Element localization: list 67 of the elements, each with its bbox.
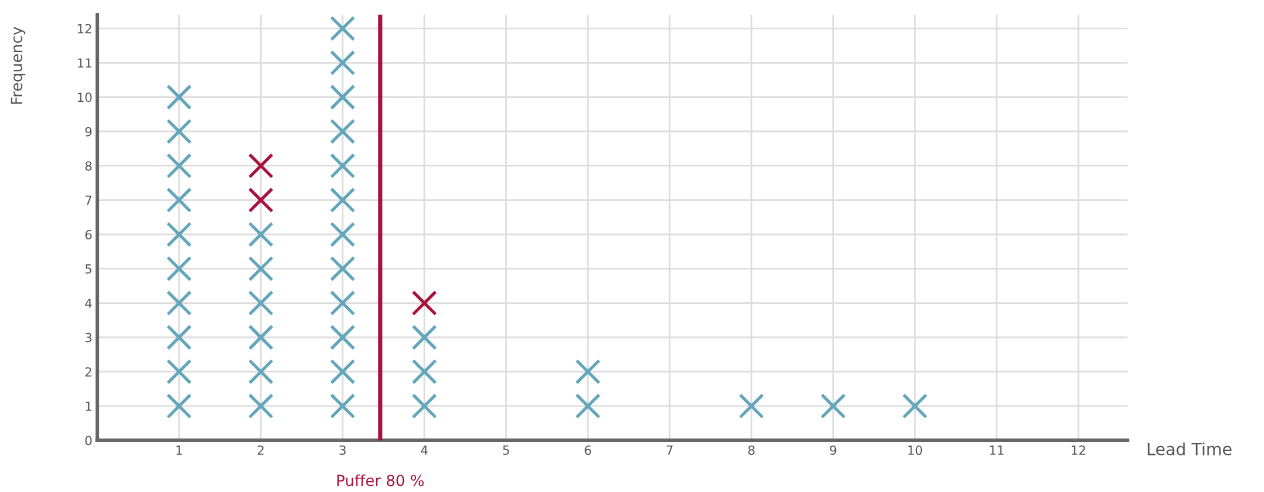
x-tick-label: 6	[584, 445, 592, 455]
y-tick-label: 5	[85, 264, 92, 274]
x-tick-label: 12	[1071, 445, 1086, 455]
y-tick-label: 4	[85, 298, 92, 308]
x-tick-label: 7	[666, 445, 673, 455]
y-tick-label: 8	[85, 161, 92, 171]
point	[248, 153, 274, 179]
point	[166, 221, 192, 248]
point	[166, 153, 192, 179]
point	[166, 358, 192, 385]
point	[166, 256, 192, 282]
x-tick-label: 5	[503, 445, 510, 455]
point	[329, 153, 356, 179]
point	[738, 393, 765, 419]
x-tick-label: 1	[176, 445, 182, 455]
point	[166, 118, 192, 145]
point	[411, 324, 438, 351]
point	[248, 221, 274, 248]
x-tick-label: 9	[829, 445, 837, 455]
point	[329, 187, 356, 213]
point	[166, 290, 192, 316]
x-tick-label: 3	[339, 445, 346, 455]
point	[575, 358, 601, 385]
point	[248, 290, 274, 316]
point	[248, 358, 274, 385]
point	[166, 84, 192, 110]
point	[329, 84, 356, 110]
x-tick-label: 4	[421, 445, 428, 455]
x-axis-title: Lead Time	[1147, 442, 1232, 456]
y-tick-label: 10	[77, 92, 92, 103]
x-tick-label: 2	[257, 445, 264, 455]
point	[411, 358, 438, 385]
point	[902, 393, 928, 419]
ref-line-label: Puffer 80 %	[337, 474, 424, 487]
point	[329, 358, 356, 385]
y-tick-label: 9	[85, 126, 92, 137]
point	[166, 324, 192, 351]
point	[248, 324, 274, 351]
point	[248, 256, 274, 282]
point	[411, 290, 438, 316]
y-tick-label: 2	[85, 367, 92, 377]
point	[329, 256, 356, 282]
point	[575, 393, 601, 419]
point	[329, 15, 356, 42]
point	[329, 50, 356, 76]
y-tick-label: 11	[77, 58, 92, 68]
y-axis-title: Frequency	[10, 26, 26, 104]
x-tick-label: 8	[748, 445, 755, 455]
point	[329, 290, 356, 316]
y-tick-label: 0	[85, 435, 92, 446]
y-tick-label: 6	[85, 229, 92, 240]
point	[329, 393, 356, 419]
point	[820, 393, 846, 419]
y-tick-label: 1	[85, 401, 92, 411]
point	[329, 221, 356, 248]
point	[329, 118, 356, 145]
y-tick-label: 12	[77, 23, 92, 34]
y-tick-label: 3	[85, 332, 92, 343]
point	[248, 393, 274, 419]
x-tick-label: 11	[990, 445, 1004, 455]
point	[166, 393, 192, 419]
point	[411, 393, 438, 419]
y-tick-label: 7	[85, 195, 92, 205]
point	[329, 324, 356, 351]
point	[248, 187, 274, 213]
x-tick-label: 10	[908, 445, 923, 455]
point	[166, 187, 192, 213]
